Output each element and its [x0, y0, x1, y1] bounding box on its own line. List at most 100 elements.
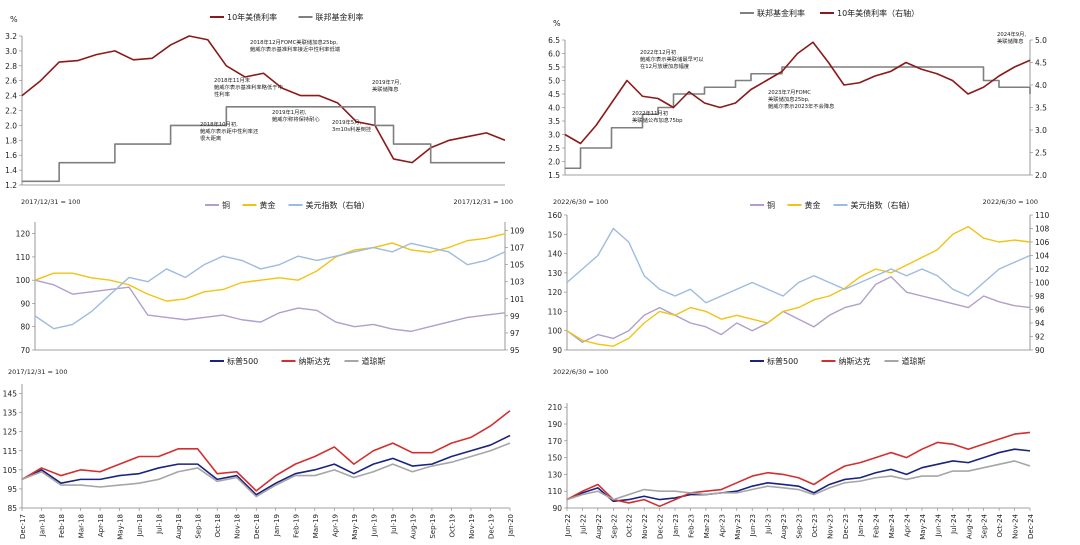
ust-ytick-label: 2.8	[5, 62, 17, 71]
commod-22-y2tick-label: 100	[1035, 279, 1050, 288]
equity-22-xtick-label: Jun-22	[564, 514, 572, 537]
ust-annotation: 2018年12月FOMC美联储加息25bp,	[250, 38, 338, 46]
equity-17-series-line-2	[21, 442, 511, 498]
equity-22-ytick-label: 130	[548, 470, 563, 479]
ust-legend-label: 10年美债利率	[227, 12, 277, 22]
commod-17-y2tick-label: 109	[510, 227, 525, 236]
ust-annotation: 鲍威尔表示距中性利率还	[200, 127, 259, 135]
ust-annotation: 2019年5月,	[332, 118, 361, 126]
commod-22-y2tick-label: 102	[1035, 265, 1050, 274]
fed-annotation: 鲍威尔表示2023年不会降息	[768, 102, 834, 110]
commod-17-series-line-1	[34, 232, 506, 302]
equity-22-xtick-label: Feb-24	[873, 513, 881, 537]
fed-annotation: 美联储加息25bp,	[768, 95, 810, 103]
commod-17-ytick-label: 100	[16, 276, 31, 285]
ust-ytick-label: 1.8	[5, 136, 17, 145]
fed-ytick-label: 5.0	[548, 77, 560, 86]
commod-17-ytick-label: 80	[20, 323, 30, 332]
fed-ytick-label: 2.5	[548, 144, 560, 153]
ust-annotation: 鲍威尔表示基准利率略低于中	[214, 83, 283, 91]
equity-17-xtick-label: Sep-18	[195, 514, 203, 539]
equity-22-ytick-label: 170	[548, 437, 563, 446]
equity-17-xtick-label: Aug-18	[175, 514, 183, 539]
commod-17-y2tick-label: 105	[510, 261, 525, 270]
equity-17-xtick-label: May-18	[117, 514, 125, 540]
ust-annotation: 2019年7月,	[372, 78, 401, 86]
equity-17-index-label: 2017/12/31 = 100	[8, 368, 67, 376]
fed-ytick-label: 3.5	[548, 117, 560, 126]
commod-22-y2tick-label: 96	[1035, 306, 1045, 315]
fed-ytick-label: 6.0	[548, 50, 560, 59]
commod-17-ytick-label: 120	[16, 230, 31, 239]
fed-annotation: 鲍威尔表示美联储最早可以	[640, 55, 704, 63]
equity-17-xtick-label: Dec-17	[19, 514, 27, 539]
ust-series-line-1	[22, 105, 505, 183]
fed-series-line-1	[564, 41, 1031, 145]
equity-22-legend-label: 标普500	[767, 356, 798, 366]
fed-y2tick-label: 2.0	[1035, 171, 1047, 180]
commod-22-legend-label: 铜	[767, 200, 775, 210]
commod-17-legend-label: 黄金	[260, 200, 276, 210]
fed-annotation: 2024年9月,	[997, 30, 1026, 38]
fed-y2tick-label: 5.0	[1035, 36, 1047, 45]
ust-annotation: 2019年1月初,	[272, 108, 307, 116]
equity-22-xtick-label: Jul-23	[765, 514, 773, 535]
commod-17-series-line-2	[34, 242, 506, 330]
fed-y2tick-label: 3.0	[1035, 126, 1047, 135]
commod-17-y2tick-label: 107	[510, 244, 525, 253]
commod-17-y2tick-label: 103	[510, 278, 525, 287]
equity-17-xtick-label: Oct-19	[448, 514, 456, 538]
ust-ytick-label: 2.2	[5, 107, 17, 116]
commod-22-index-label: 2022/6/30 = 100	[553, 198, 608, 206]
equity-22-xtick-label: Jan-24	[857, 513, 865, 537]
equity-17-xtick-label: Apr-18	[97, 514, 105, 537]
equity-17-ytick-label: 125	[3, 428, 18, 437]
commod-22-ytick-label: 100	[548, 327, 563, 336]
ust-annotation: 2018年11月末	[214, 76, 251, 84]
equity-22-index-label: 2022/6/30 = 100	[553, 368, 608, 376]
equity-17-ytick-label: 115	[3, 447, 18, 456]
fed-y2tick-label: 3.5	[1035, 104, 1047, 113]
equity-17-xtick-label: Jun-19	[370, 514, 378, 537]
commod-22-series-line-1	[566, 225, 1031, 347]
equity-17-ytick-label: 85	[7, 504, 17, 513]
ust-ytick-label: 2.6	[5, 77, 17, 86]
equity-17-xtick-label: Mar-18	[78, 514, 86, 538]
commod-22-y2tick-label: 108	[1035, 225, 1050, 234]
equity-17-xtick-label: Feb-18	[58, 514, 66, 538]
equity-17-xtick-label: Jan-18	[39, 514, 47, 537]
equity-22-xtick-label: Aug-24	[965, 513, 973, 539]
equity-17-series-line-0	[21, 434, 511, 496]
fed-series-line-0	[565, 66, 1031, 170]
ust-legend-label: 联邦基金利率	[316, 12, 364, 22]
equity-22-series-line-2	[566, 460, 1031, 501]
equity-22-ytick-label: 150	[548, 454, 563, 463]
equity-22-xtick-label: Jul-22	[579, 514, 587, 535]
ust-annotation: 美联储降息	[372, 85, 399, 93]
equity-22-ytick-label: 210	[548, 403, 563, 412]
equity-22-xtick-label: Dec-24	[1027, 513, 1035, 539]
commod-22-ytick-label: 120	[548, 288, 563, 297]
fed-annotation: 美联储降息	[997, 37, 1024, 45]
ust-annotation: 性利率	[214, 90, 231, 98]
commod-22-ytick-label: 150	[548, 230, 563, 239]
equity-22-xtick-label: Nov-23	[826, 514, 834, 539]
equity-17-series-line-1	[21, 410, 511, 492]
equity-22-xtick-label: Aug-23	[780, 514, 788, 539]
commod-17-ytick-label: 110	[16, 253, 31, 262]
equity-17-xtick-label: Jul-19	[390, 514, 398, 535]
commod-22-y2tick-label: 92	[1035, 333, 1045, 342]
commod-17-y2tick-label: 95	[510, 346, 520, 355]
equity-17-xtick-label: Dec-18	[253, 514, 261, 539]
equity-17-xtick-label: Oct-18	[214, 514, 222, 538]
equity-17-xtick-label: Mar-19	[312, 514, 320, 538]
ust-ytick-label: 2.4	[5, 92, 17, 101]
equity-22-series-line-0	[566, 448, 1031, 503]
equity-22-legend-label: 纳斯达克	[839, 356, 871, 366]
commod-17-y2tick-label: 101	[510, 295, 525, 304]
commod-22-ytick-label: 130	[548, 269, 563, 278]
equity-22-ytick-label: 110	[548, 487, 563, 496]
commod-17-index-label: 2017/12/31 = 100	[21, 198, 80, 206]
equity-22-xtick-label: Jul-24	[950, 513, 958, 534]
equity-17-xtick-label: Jan-20	[507, 514, 515, 537]
